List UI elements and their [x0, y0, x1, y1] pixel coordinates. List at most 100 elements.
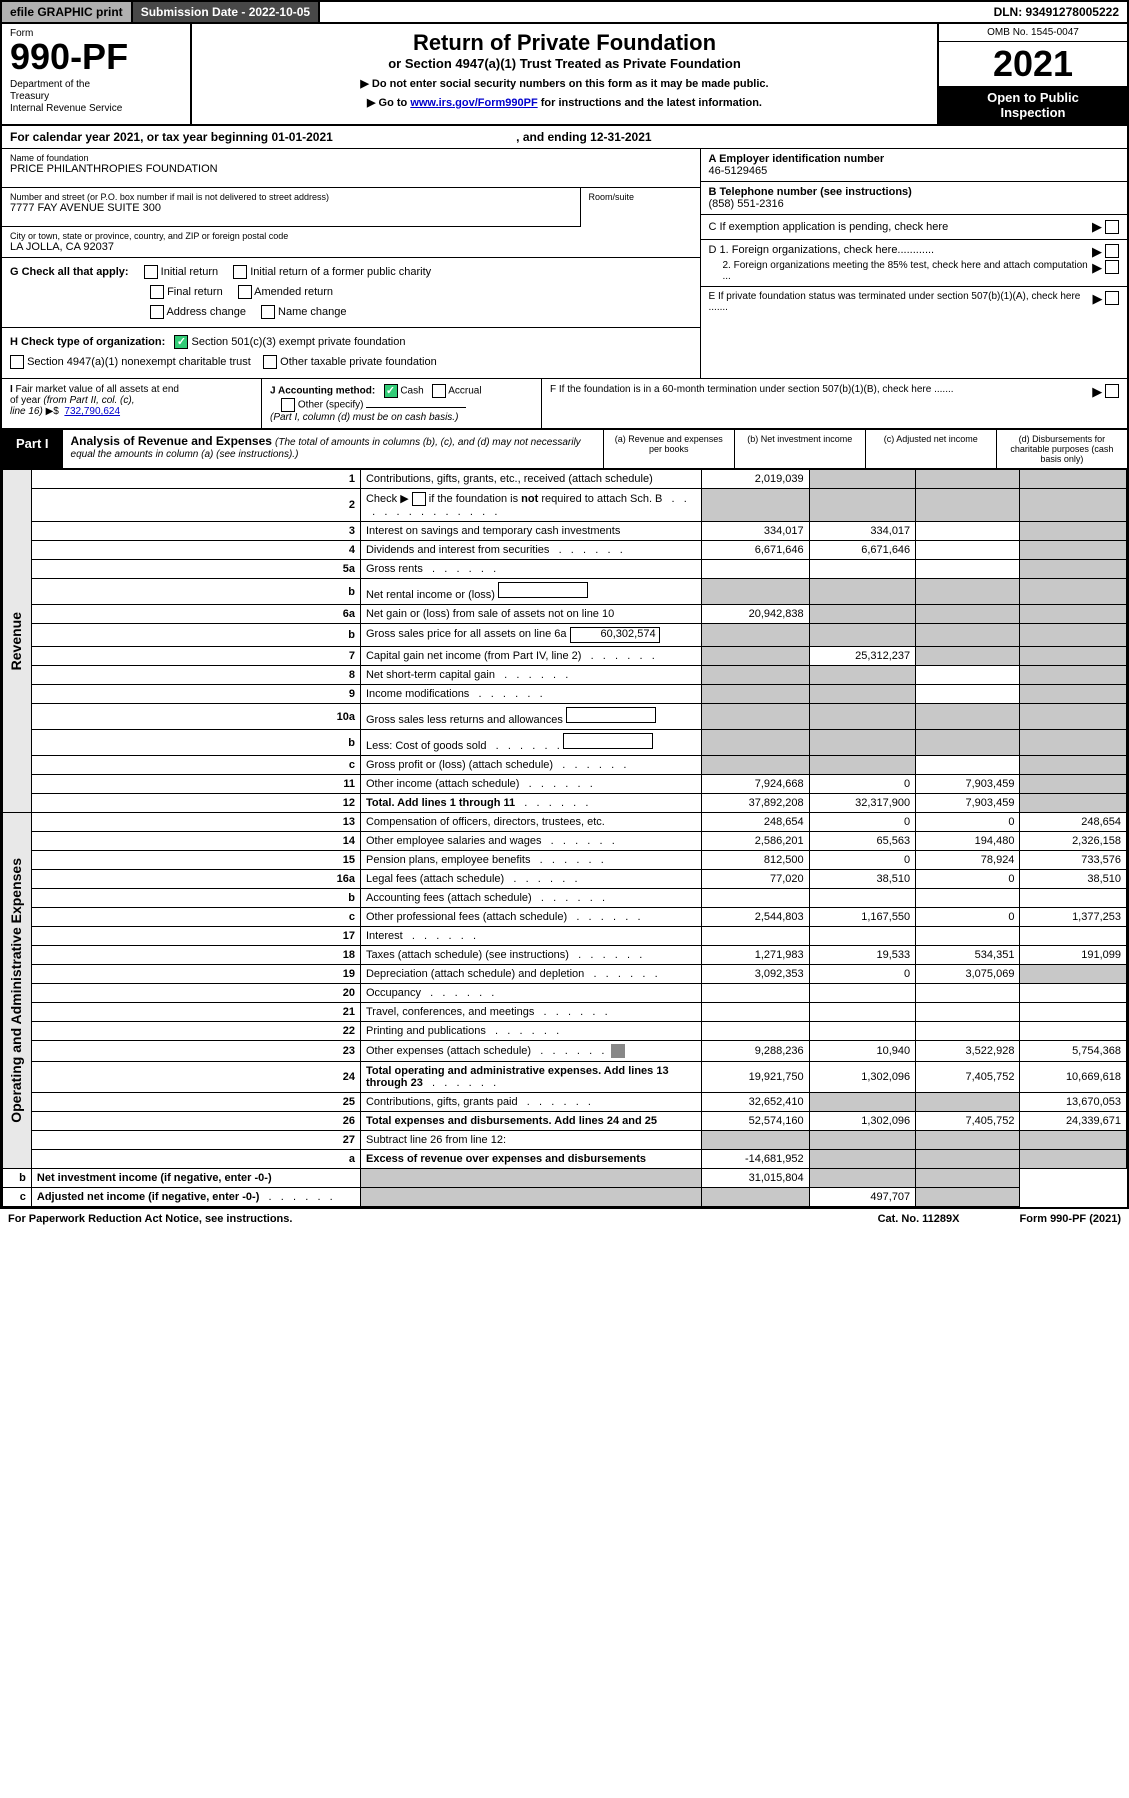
- cell-c: [916, 889, 1020, 908]
- cell-c: [916, 984, 1020, 1003]
- row-num: 22: [31, 1022, 360, 1041]
- section-d1: D 1. Foreign organizations, check here..…: [709, 244, 935, 260]
- main-table: Revenue1Contributions, gifts, grants, et…: [2, 469, 1127, 1207]
- chk-d1[interactable]: [1105, 244, 1119, 258]
- row-num: 23: [31, 1041, 360, 1062]
- dln: DLN: 93491278005222: [986, 2, 1127, 22]
- cell-b: [809, 927, 916, 946]
- efile-button[interactable]: efile GRAPHIC print: [2, 2, 133, 22]
- suite-label: Room/suite: [589, 192, 692, 202]
- section-f: F If the foundation is in a 60-month ter…: [550, 384, 954, 423]
- cell-b: 0: [809, 775, 916, 794]
- row-num: 14: [31, 832, 360, 851]
- cell-a: [701, 560, 809, 579]
- cell-d: [1020, 889, 1127, 908]
- cell-c: 7,903,459: [916, 794, 1020, 813]
- irs-link[interactable]: www.irs.gov/Form990PF: [410, 97, 537, 109]
- row-num: 16a: [31, 870, 360, 889]
- row-label: Travel, conferences, and meetings . . . …: [360, 1003, 701, 1022]
- cell-b: 1,302,096: [809, 1112, 916, 1131]
- cell-a: 3,092,353: [701, 965, 809, 984]
- cell-a: 9,288,236: [701, 1041, 809, 1062]
- row-num: 25: [31, 1093, 360, 1112]
- cell-d: 10,669,618: [1020, 1062, 1127, 1093]
- chk-name[interactable]: [261, 305, 275, 319]
- cell-a: [701, 579, 809, 605]
- chk-d2[interactable]: [1105, 260, 1119, 274]
- cell-d: [1020, 704, 1127, 730]
- row-label: Total operating and administrative expen…: [360, 1062, 701, 1093]
- row-label: Net rental income or (loss): [360, 579, 701, 605]
- cell-c: [916, 560, 1020, 579]
- cell-d: 38,510: [1020, 870, 1127, 889]
- row-label: Pension plans, employee benefits . . . .…: [360, 851, 701, 870]
- cell-c: [916, 1003, 1020, 1022]
- chk-4947[interactable]: [10, 355, 24, 369]
- row-label: Accounting fees (attach schedule) . . . …: [360, 889, 701, 908]
- cell-b: [809, 1022, 916, 1041]
- row-num: 26: [31, 1112, 360, 1131]
- cell-c: 0: [916, 870, 1020, 889]
- row-num: 19: [31, 965, 360, 984]
- cell-b: [809, 1150, 916, 1169]
- row-label: Depreciation (attach schedule) and deple…: [360, 965, 701, 984]
- row-num: 5a: [31, 560, 360, 579]
- chk-e[interactable]: [1105, 291, 1119, 305]
- fmv-link[interactable]: 732,790,624: [64, 406, 120, 417]
- cell-d: 13,670,053: [1020, 1093, 1127, 1112]
- cell-b: [809, 1003, 916, 1022]
- cell-b: [809, 579, 916, 605]
- cell-c: 0: [916, 813, 1020, 832]
- row-label: Other professional fees (attach schedule…: [360, 908, 701, 927]
- cell-b: [809, 624, 916, 647]
- row-num: a: [31, 1150, 360, 1169]
- form-note2: ▶ Go to www.irs.gov/Form990PF for instru…: [198, 96, 931, 109]
- form-header: Form 990-PF Department of theTreasuryInt…: [2, 24, 1127, 126]
- chk-c[interactable]: [1105, 220, 1119, 234]
- section-d2: 2. Foreign organizations meeting the 85%…: [709, 260, 1093, 282]
- cell-a: [360, 1188, 701, 1207]
- cell-b: [809, 488, 916, 521]
- chk-amended[interactable]: [238, 285, 252, 299]
- cell-b: 65,563: [809, 832, 916, 851]
- chk-f[interactable]: [1105, 384, 1119, 398]
- row-num: 27: [31, 1131, 360, 1150]
- cell-a: 2,544,803: [701, 908, 809, 927]
- chk-other-tax[interactable]: [263, 355, 277, 369]
- cell-d: [1020, 624, 1127, 647]
- dept-label: Department of theTreasuryInternal Revenu…: [10, 79, 182, 115]
- cell-d: 5,754,368: [1020, 1041, 1127, 1062]
- row-label: Other expenses (attach schedule) . . . .…: [360, 1041, 701, 1062]
- cell-a: 812,500: [701, 851, 809, 870]
- cell-b: 32,317,900: [809, 794, 916, 813]
- chk-501c3[interactable]: ✓: [174, 335, 188, 349]
- row-label: Gross rents . . . . . .: [360, 560, 701, 579]
- cell-c: 534,351: [916, 946, 1020, 965]
- cell-a: -14,681,952: [701, 1150, 809, 1169]
- chk-initial[interactable]: [144, 265, 158, 279]
- row-num: 6a: [31, 605, 360, 624]
- footer-left: For Paperwork Reduction Act Notice, see …: [8, 1213, 292, 1225]
- chk-initial-former[interactable]: [233, 265, 247, 279]
- row-num: c: [31, 908, 360, 927]
- cell-b: 0: [809, 813, 916, 832]
- row-label: Income modifications . . . . . .: [360, 685, 701, 704]
- bottom-checks: I Fair market value of all assets at end…: [2, 379, 1127, 430]
- phone-label: B Telephone number (see instructions): [709, 186, 912, 198]
- chk-cash[interactable]: ✓: [384, 384, 398, 398]
- col-a: (a) Revenue and expenses per books: [603, 430, 734, 468]
- chk-address[interactable]: [150, 305, 164, 319]
- omb-number: OMB No. 1545-0047: [939, 24, 1127, 42]
- chk-other-acct[interactable]: [281, 398, 295, 412]
- row-num: 1: [31, 469, 360, 488]
- col-c: (c) Adjusted net income: [865, 430, 996, 468]
- foundation-name: PRICE PHILANTHROPIES FOUNDATION: [10, 163, 692, 175]
- row-label: Dividends and interest from securities .…: [360, 541, 701, 560]
- row-num: 8: [31, 666, 360, 685]
- cell-d: [1020, 984, 1127, 1003]
- chk-final[interactable]: [150, 285, 164, 299]
- cell-c: [916, 624, 1020, 647]
- cell-d: [1020, 756, 1127, 775]
- chk-accrual[interactable]: [432, 384, 446, 398]
- row-num: 4: [31, 541, 360, 560]
